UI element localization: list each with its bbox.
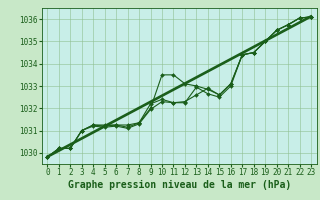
X-axis label: Graphe pression niveau de la mer (hPa): Graphe pression niveau de la mer (hPa): [68, 180, 291, 190]
